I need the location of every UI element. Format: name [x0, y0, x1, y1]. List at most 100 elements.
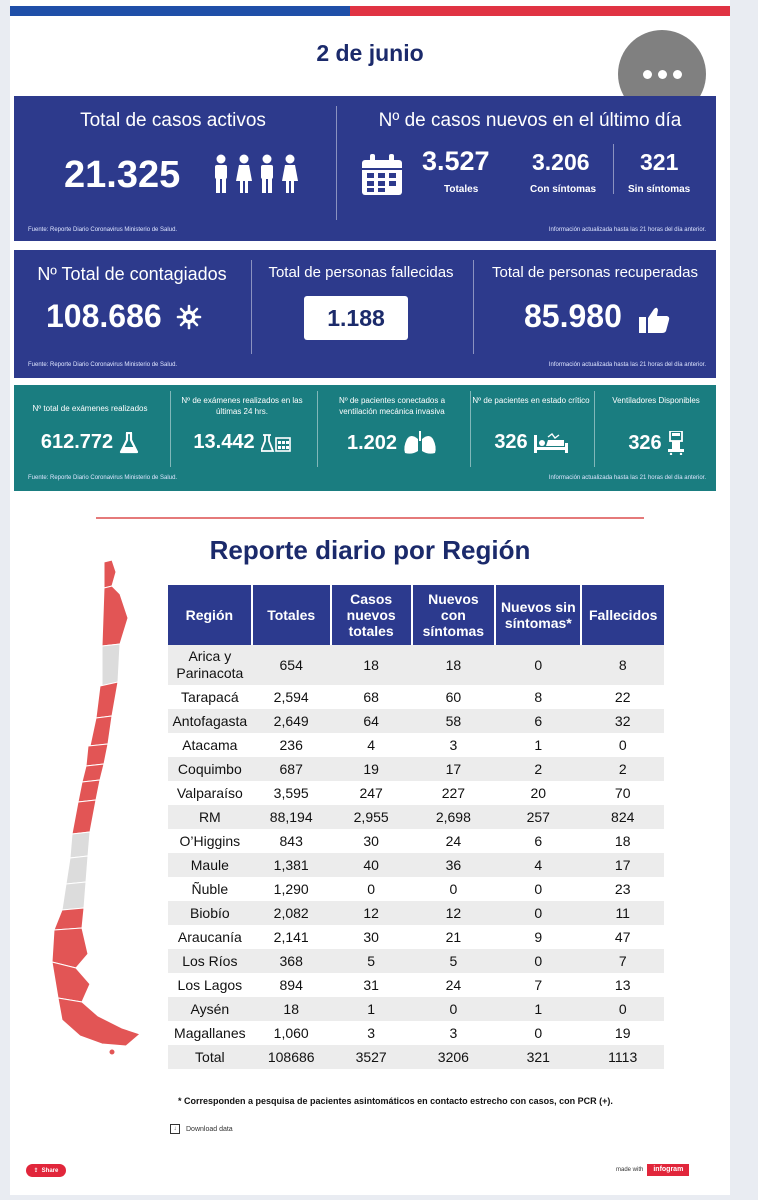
cell-new-symptomatic: 3206 [411, 1045, 496, 1069]
col-header-new-symptomatic: Nuevos con síntomas [410, 585, 496, 645]
cell-new-symptomatic: 18 [411, 645, 496, 685]
ventilator-icon [667, 431, 684, 455]
source-note: Fuente: Reporte Diario Coronavirus Minis… [28, 475, 178, 481]
cell-totals: 368 [251, 949, 331, 973]
total-infected-label: Nº Total de contagiados [37, 264, 227, 284]
cell-new-asymptomatic: 9 [495, 925, 582, 949]
cell-new-symptomatic: 3 [411, 1021, 496, 1045]
cell-new-asymptomatic: 7 [495, 973, 582, 997]
cell-totals: 236 [251, 733, 331, 757]
map-region-coquimbo [89, 715, 113, 747]
cell-deaths: 7 [581, 949, 664, 973]
col-header-totals: Totales [250, 585, 331, 645]
cell-new-total: 18 [330, 645, 412, 685]
table-footnote: * Corresponden a pesquisa de pacientes a… [178, 1096, 613, 1106]
panel-divider [336, 106, 337, 220]
cell-region: Araucanía [168, 925, 252, 949]
exams-total-label: Nº total de exámenes realizados [32, 404, 148, 413]
critical-row: 326 [472, 431, 590, 454]
made-with-credit[interactable]: made with infogram [616, 1164, 690, 1176]
cell-new-total: 30 [330, 829, 412, 853]
cell-deaths: 0 [581, 997, 664, 1021]
ventilators-available-label: Ventiladores Disponibles [612, 396, 700, 405]
cell-new-asymptomatic: 1 [495, 997, 582, 1021]
download-data-link[interactable]: ↓ Download data [170, 1124, 233, 1134]
critical-cell: Nº de pacientes en estado crítico 326 [472, 385, 590, 469]
cell-totals: 2,594 [251, 685, 331, 709]
cell-new-symptomatic: 227 [411, 781, 496, 805]
cell-totals: 108686 [251, 1045, 331, 1069]
ventilation-cell: Nº de pacientes conectados a ventilación… [319, 385, 465, 469]
cell-region: Aysén [168, 997, 252, 1021]
map-region-nuble [69, 831, 91, 859]
cell-new-asymptomatic: 0 [495, 901, 582, 925]
table-total-row: Total 108686 3527 3206 321 1113 [168, 1045, 664, 1069]
map-region-islands [108, 1048, 116, 1056]
total-deaths-label: Total de personas fallecidas [268, 264, 454, 281]
cell-region: Los Lagos [168, 973, 252, 997]
new-cases-label: Nº de casos nuevos en el último día [378, 110, 682, 131]
person-icon [236, 154, 252, 193]
cell-totals: 1,290 [251, 877, 331, 901]
bed-icon [533, 432, 568, 453]
panel-divider [317, 391, 318, 467]
cell-deaths: 23 [581, 877, 664, 901]
cell-new-symptomatic: 0 [411, 877, 496, 901]
calendar-icon [362, 154, 402, 195]
total-deaths-value: 1.188 [304, 296, 408, 340]
cell-new-asymptomatic: 8 [495, 685, 582, 709]
new-total-label: Totales [444, 184, 479, 195]
ventilation-label: Nº de pacientes conectados a ventilación… [338, 396, 446, 416]
ventilation-row: 1.202 [319, 431, 465, 455]
infographic-page: 2 de junio Total de casos activos 21.325… [10, 0, 730, 1195]
map-region-aysen [51, 961, 91, 1003]
exams-panel: Nº total de exámenes realizados 612.772 … [14, 385, 716, 491]
panel-divider [470, 391, 471, 467]
table-row: Valparaíso 3,595 247 227 20 70 [168, 781, 664, 805]
cell-region: Tarapacá [168, 685, 252, 709]
cell-new-asymptomatic: 4 [495, 853, 582, 877]
col-header-new-total: Casos nuevos totales [329, 585, 412, 645]
virus-icon [176, 304, 202, 330]
critical-label: Nº de pacientes en estado crítico [472, 396, 590, 405]
cell-new-symptomatic: 0 [411, 997, 496, 1021]
cell-region: Coquimbo [168, 757, 252, 781]
cell-totals: 1,060 [251, 1021, 331, 1045]
ventilators-available-cell: Ventiladores Disponibles 326 [596, 385, 716, 469]
cell-new-total: 247 [330, 781, 412, 805]
cell-new-total: 40 [330, 853, 412, 877]
cell-new-asymptomatic: 1 [495, 733, 582, 757]
col-header-deaths: Fallecidos [580, 585, 664, 645]
cell-totals: 654 [251, 645, 331, 685]
total-recovered-label: Total de personas recuperadas [492, 264, 698, 281]
cell-totals: 2,649 [251, 709, 331, 733]
table-row: Atacama 236 4 3 1 0 [168, 733, 664, 757]
exams-24h-cell: Nº de exámenes realizados en las últimas… [172, 385, 312, 469]
cell-new-symptomatic: 24 [411, 829, 496, 853]
share-button[interactable]: ⇪ Share [26, 1164, 66, 1177]
table-row: Biobío 2,082 12 12 0 11 [168, 901, 664, 925]
cell-new-total: 30 [330, 925, 412, 949]
new-symptomatic-value: 3.206 [532, 149, 590, 175]
person-icon [282, 154, 298, 193]
cell-new-asymptomatic: 321 [495, 1045, 582, 1069]
top-bar-blue [10, 6, 350, 16]
cell-new-asymptomatic: 0 [495, 645, 582, 685]
person-icon [215, 154, 227, 193]
cell-new-symptomatic: 21 [411, 925, 496, 949]
date-title: 2 de junio [316, 40, 424, 66]
cell-totals: 687 [251, 757, 331, 781]
cell-region: Los Ríos [168, 949, 252, 973]
table-row: Los Lagos 894 31 24 7 13 [168, 973, 664, 997]
map-region-ohiggins [77, 779, 101, 803]
cell-new-symptomatic: 58 [411, 709, 496, 733]
cell-new-symptomatic: 17 [411, 757, 496, 781]
cell-new-symptomatic: 5 [411, 949, 496, 973]
thumbs-up-icon [639, 307, 670, 333]
cell-deaths: 17 [581, 853, 664, 877]
cell-new-total: 3 [330, 1021, 412, 1045]
cell-region: Antofagasta [168, 709, 252, 733]
more-icon [657, 69, 667, 79]
exams-24h-row: 13.442 [172, 431, 312, 454]
table-row: Arica y Parinacota 654 18 18 0 8 [168, 645, 664, 685]
